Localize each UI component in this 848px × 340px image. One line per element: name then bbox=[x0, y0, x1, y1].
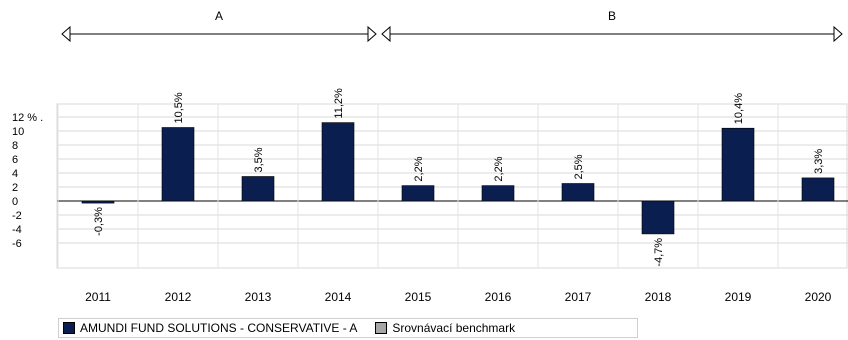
y-tick-label: -2 bbox=[12, 210, 22, 222]
data-label-2019: 10,4% bbox=[733, 93, 745, 124]
data-label-2018: -4,7% bbox=[653, 238, 665, 267]
y-tick-label: 10 bbox=[12, 126, 24, 138]
x-tick-label: 2018 bbox=[645, 290, 672, 304]
bar-2019 bbox=[721, 127, 755, 202]
x-tick-label: 2017 bbox=[565, 290, 592, 304]
y-tick-label: 0 bbox=[12, 196, 18, 208]
x-tick-label: 2019 bbox=[725, 290, 752, 304]
legend-label-benchmark: Srovnávací benchmark bbox=[392, 321, 516, 335]
x-tick-label: 2015 bbox=[405, 290, 432, 304]
legend: AMUNDI FUND SOLUTIONS - CONSERVATIVE - A… bbox=[58, 318, 638, 338]
data-label-2016: 2,2% bbox=[493, 156, 505, 181]
bar-2020 bbox=[801, 177, 835, 202]
legend-label-fund: AMUNDI FUND SOLUTIONS - CONSERVATIVE - A bbox=[80, 321, 358, 335]
data-label-2013: 3,5% bbox=[253, 147, 265, 172]
y-tick-label: -6 bbox=[12, 238, 22, 250]
x-tick-label: 2011 bbox=[85, 290, 111, 304]
bar-2015 bbox=[401, 185, 435, 202]
legend-swatch-benchmark bbox=[375, 322, 388, 334]
data-label-2011: -0,3% bbox=[93, 207, 105, 236]
data-label-2017: 2,5% bbox=[573, 154, 585, 179]
legend-item-fund: AMUNDI FUND SOLUTIONS - CONSERVATIVE - A bbox=[63, 321, 357, 335]
y-tick-label: 12 % . bbox=[12, 112, 43, 124]
bar-2018 bbox=[641, 200, 675, 235]
plot-frame bbox=[56, 103, 848, 269]
period-A: A bbox=[61, 9, 377, 43]
legend-swatch-fund bbox=[63, 322, 75, 334]
x-tick-label: 2016 bbox=[485, 290, 512, 304]
arrow-left-icon bbox=[61, 25, 71, 43]
x-tick-label: 2020 bbox=[805, 290, 832, 304]
bar-2011 bbox=[81, 200, 115, 204]
x-tick-label: 2012 bbox=[165, 290, 192, 304]
y-tick-label: -4 bbox=[12, 224, 22, 236]
bar-2017 bbox=[561, 183, 595, 202]
data-label-2020: 3,3% bbox=[813, 149, 825, 174]
arrow-left-icon bbox=[381, 25, 391, 43]
y-axis-ticks: 12 % . 10 8 6 4 2 0 -2 -4 -6 bbox=[12, 112, 43, 250]
legend-item-benchmark: Srovnávací benchmark bbox=[375, 321, 515, 335]
arrow-right-icon bbox=[833, 25, 843, 43]
y-tick-label: 6 bbox=[12, 154, 18, 166]
bar-2014 bbox=[321, 122, 355, 202]
bar-2012 bbox=[161, 127, 195, 202]
period-label: B bbox=[608, 9, 616, 23]
x-axis-labels: 2011 2012 2013 2014 2015 2016 2017 2018 2019 2020 bbox=[85, 290, 832, 304]
period-label: A bbox=[215, 9, 223, 23]
data-label-2012: 10,5% bbox=[173, 92, 185, 123]
y-tick-label: 8 bbox=[12, 140, 18, 152]
x-tick-label: 2013 bbox=[245, 290, 272, 304]
bar-2013 bbox=[241, 176, 275, 202]
y-tick-label: 4 bbox=[12, 168, 18, 180]
data-label-2015: 2,2% bbox=[413, 156, 425, 181]
period-B: B bbox=[381, 9, 843, 43]
bar-2016 bbox=[481, 185, 515, 202]
data-label-2014: 11,2% bbox=[333, 88, 345, 119]
x-tick-label: 2014 bbox=[325, 290, 352, 304]
arrow-right-icon bbox=[367, 25, 377, 43]
data-labels: -0,3% 10,5% 3,5% 11,2% 2,2% 2,2% 2,5% -4,7% 10,4… bbox=[93, 88, 825, 267]
bars bbox=[81, 122, 835, 235]
y-tick-label: 2 bbox=[12, 182, 18, 194]
